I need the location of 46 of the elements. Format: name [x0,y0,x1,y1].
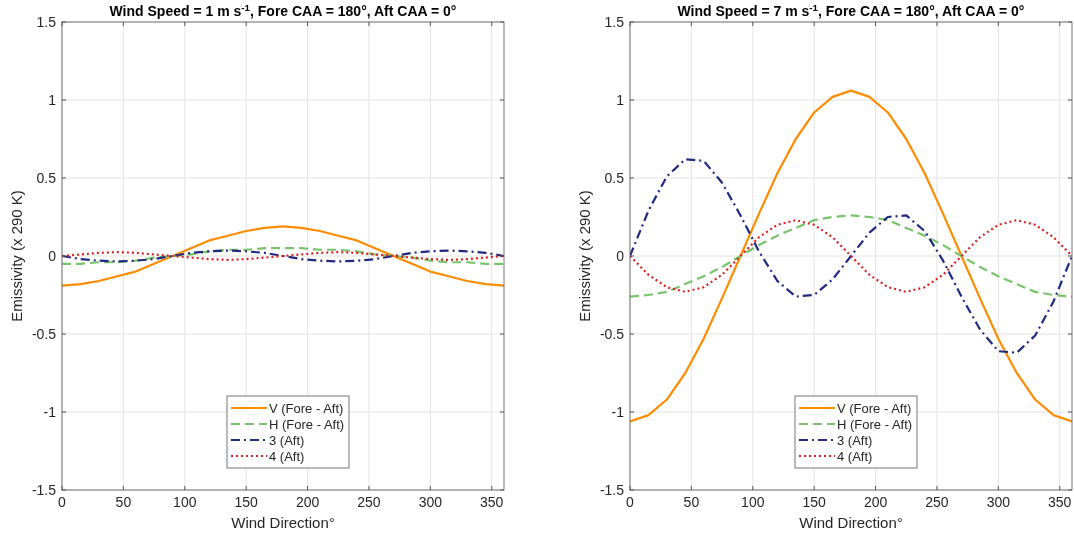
x-tick-label: 200 [863,494,888,510]
y-tick-label: -1.5 [31,482,57,498]
x-tick-label: 150 [802,494,827,510]
chart-title: Wind Speed = 1 m s$^{-1}$, Fore CAA = 180°, Aft CAA = 0° [109,1,457,19]
legend-label: 4 (Aft) [837,449,873,464]
y-tick-label: 1 [616,92,625,108]
x-tick-label: 0 [626,494,635,510]
legend-label: 3 (Aft) [269,433,305,448]
x-tick-label: 100 [741,494,765,510]
x-tick-label: 300 [418,494,443,510]
legend-label: H (Fore - Aft) [837,417,913,432]
x-tick-label: 150 [234,494,259,510]
y-tick-label: -0.5 [599,326,625,342]
x-tick-label: 250 [925,494,949,510]
x-tick-label: 50 [683,494,700,510]
legend-label: V (Fore - Aft) [837,401,912,416]
y-tick-label: 1 [48,92,57,108]
y-axis-title: Emissivity (x 290 K) [8,190,25,322]
legend-label: H (Fore - Aft) [269,417,345,432]
legend-label: 3 (Aft) [837,433,873,448]
y-tick-label: 0.5 [604,170,625,186]
x-tick-label: 50 [115,494,132,510]
x-tick-label: 100 [173,494,197,510]
y-tick-label: 0.5 [36,170,57,186]
y-tick-label: 1.5 [36,14,57,30]
x-axis-title: Wind Direction° [231,514,335,531]
x-tick-label: 200 [295,494,320,510]
y-tick-label: -1.5 [599,482,625,498]
x-tick-label: 300 [986,494,1011,510]
line-series [62,225,504,287]
y-axis-title: Emissivity (x 290 K) [576,190,593,322]
legend-label: V (Fore - Aft) [269,401,344,416]
y-tick-label: -1 [611,404,625,420]
y-tick-label: 1.5 [604,14,625,30]
y-tick-label: -1 [43,404,57,420]
line-series [630,158,1072,354]
y-tick-label: 0 [48,248,57,264]
y-tick-label: 0 [616,248,625,264]
chart-title: Wind Speed = 7 m s$^{-1}$, Fore CAA = 180°, Aft CAA = 0° [677,1,1025,19]
x-tick-label: 350 [480,494,504,510]
x-axis-title: Wind Direction° [799,514,903,531]
y-tick-label: -0.5 [31,326,57,342]
legend-label: 4 (Aft) [269,449,305,464]
x-tick-label: 0 [58,494,67,510]
x-tick-label: 350 [1048,494,1072,510]
x-tick-label: 250 [357,494,381,510]
